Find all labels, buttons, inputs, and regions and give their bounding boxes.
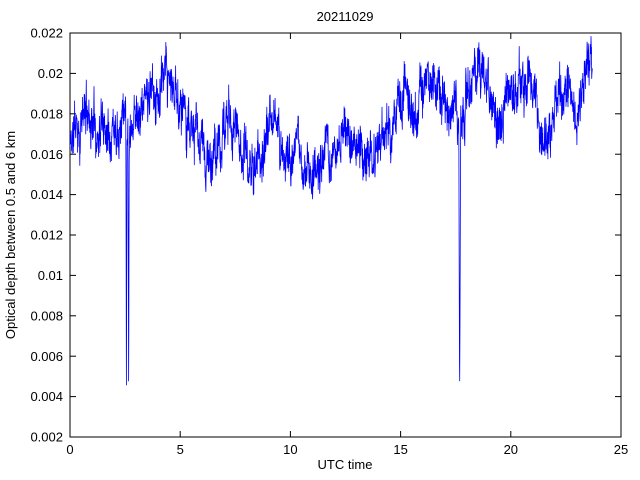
data-series-line	[70, 36, 593, 386]
y-tick-label: 0.014	[30, 187, 63, 202]
y-tick-label: 0.01	[38, 268, 63, 283]
x-tick-label: 10	[283, 442, 297, 457]
axes-box	[69, 32, 622, 438]
x-tick-label: 5	[177, 442, 184, 457]
x-axis-label: UTC time	[318, 457, 373, 472]
chart-title: 20211029	[317, 9, 374, 24]
x-tick-label: 25	[614, 442, 628, 457]
y-tick-label: 0.016	[30, 147, 63, 162]
ticks-layer: 0 5 10 15 20 25 0.002 0.004 0.006 0.008 0.01 0.012 0…	[30, 26, 628, 457]
y-tick-label: 0.02	[38, 66, 63, 81]
y-axis-label: Optical depth between 0.5 and 6 km	[3, 131, 18, 339]
y-tick-label: 0.008	[30, 308, 63, 323]
series-layer	[70, 36, 593, 386]
y-tick-label: 0.018	[30, 106, 63, 121]
y-tick-label: 0.004	[30, 389, 63, 404]
y-tick-label: 0.002	[30, 430, 63, 445]
y-tick-label: 0.006	[30, 349, 63, 364]
y-tick-label: 0.012	[30, 228, 63, 243]
x-tick-label: 15	[393, 442, 407, 457]
y-tick-label: 0.022	[30, 26, 63, 41]
x-tick-label: 0	[66, 442, 73, 457]
x-tick-label: 20	[504, 442, 518, 457]
